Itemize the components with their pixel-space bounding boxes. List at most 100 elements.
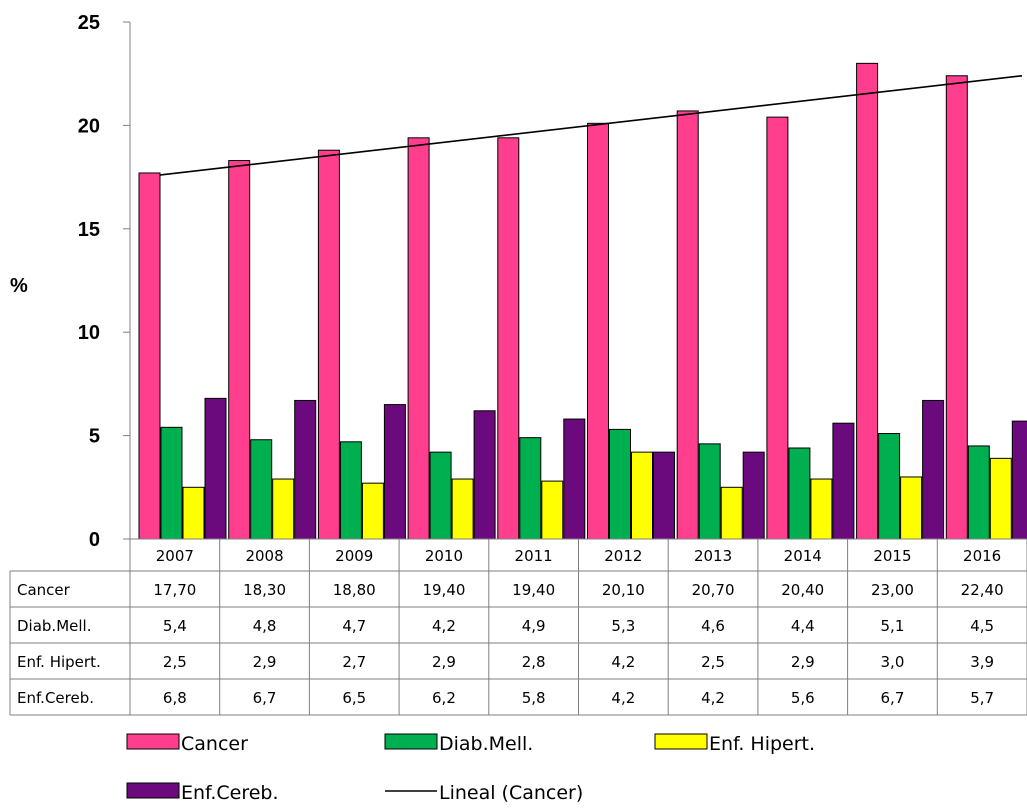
bar-diab-mell-2012 <box>609 428 631 540</box>
legend-swatch <box>126 733 180 750</box>
bar-diab-mell-2011 <box>519 437 542 540</box>
bar-enf-hipert-2015 <box>900 476 923 540</box>
table-cell: 4,6 <box>701 617 725 635</box>
table-row-header: Enf. Hipert. <box>17 653 101 671</box>
table-row-header: Enf.Cereb. <box>17 689 94 707</box>
x-tick-label: 2013 <box>694 547 732 565</box>
bar-cancer-2008 <box>228 160 251 540</box>
bar-enf-cereb-2013 <box>742 451 765 540</box>
bar-cancer-2011 <box>497 137 520 540</box>
bar-cancer-2016 <box>945 75 968 540</box>
bar-enf-cereb-2012 <box>653 451 675 540</box>
data-table: 2007 2008 2009 2010 2011 2012 2013 2014 2015 2016… <box>9 538 1027 716</box>
bar-diab-mell-2010 <box>429 451 452 540</box>
bar-enf-hipert-2016 <box>989 457 1012 540</box>
bar-enf-cereb-2011 <box>563 418 586 540</box>
bar-cancer-2009 <box>317 149 340 540</box>
bar-enf-cereb-2016 <box>1011 420 1027 540</box>
legend-swatch <box>654 733 708 750</box>
table-cell: 2,7 <box>342 653 366 671</box>
table-cell: 5,1 <box>881 617 905 635</box>
x-tick-label: 2015 <box>873 547 911 565</box>
bar-enf-hipert-2010 <box>451 478 474 540</box>
table-cell: 5,3 <box>611 617 635 635</box>
legend-label: Cancer <box>181 733 248 755</box>
x-tick-label: 2014 <box>784 547 822 565</box>
table-cell: 20,10 <box>602 581 645 599</box>
legend: Cancer Diab.Mell. Enf. Hipert. Enf.Cereb. Li… <box>126 733 815 804</box>
table-cell: 6,8 <box>163 689 187 707</box>
table-cell: 20,40 <box>781 581 824 599</box>
table-cell: 5,8 <box>522 689 546 707</box>
table-cell: 4,7 <box>342 617 366 635</box>
table-cell: 2,5 <box>701 653 725 671</box>
trendline-cancer <box>159 74 1023 176</box>
table-cell: 4,4 <box>791 617 815 635</box>
table-cell: 20,70 <box>692 581 735 599</box>
y-tick-label: 20 <box>78 115 100 137</box>
bars <box>138 62 1027 540</box>
legend-swatch <box>384 733 438 750</box>
x-tick-label: 2009 <box>335 547 373 565</box>
y-tick-label: 25 <box>78 12 100 34</box>
table-cell: 4,2 <box>611 689 635 707</box>
legend-swatch <box>126 782 180 799</box>
bar-enf-cereb-2009 <box>383 404 406 540</box>
bar-enf-hipert-2007 <box>182 486 205 540</box>
y-tick-label: 0 <box>89 529 100 551</box>
table-cell: 2,8 <box>522 653 546 671</box>
bar-cancer-2007 <box>138 172 161 540</box>
legend-label: Enf. Hipert. <box>709 733 815 755</box>
bar-diab-mell-2015 <box>878 433 901 540</box>
bar-diab-mell-2007 <box>160 426 183 540</box>
table-cell: 17,70 <box>153 581 196 599</box>
table-cell: 23,00 <box>871 581 914 599</box>
table-cell: 18,30 <box>243 581 286 599</box>
bar-diab-mell-2016 <box>967 445 990 540</box>
table-cell: 2,9 <box>791 653 815 671</box>
table-cell: 3,9 <box>970 653 994 671</box>
table-cell: 5,4 <box>163 617 187 635</box>
bar-cancer-2013 <box>676 110 699 540</box>
x-tick-label: 2010 <box>425 547 463 565</box>
table-cell: 2,9 <box>432 653 456 671</box>
x-tick-label: 2016 <box>963 547 1001 565</box>
bar-enf-cereb-2008 <box>294 399 317 540</box>
bar-diab-mell-2014 <box>788 447 811 540</box>
bar-enf-hipert-2014 <box>810 478 833 540</box>
x-tick-label: 2012 <box>604 547 642 565</box>
bar-enf-hipert-2011 <box>541 480 564 540</box>
table-cell: 19,40 <box>422 581 465 599</box>
bar-enf-hipert-2008 <box>272 478 295 540</box>
y-axis-label: % <box>10 275 28 297</box>
table-cell: 4,2 <box>432 617 456 635</box>
table-cell: 4,2 <box>701 689 725 707</box>
table-cell: 5,6 <box>791 689 815 707</box>
table-row-header: Cancer <box>17 581 71 599</box>
bar-cancer-2015 <box>856 62 879 540</box>
bar-enf-hipert-2013 <box>720 486 743 540</box>
bar-enf-cereb-2010 <box>473 410 496 540</box>
bar-enf-hipert-2009 <box>361 482 384 540</box>
table-cell: 6,7 <box>253 689 277 707</box>
table-cell: 4,2 <box>611 653 635 671</box>
legend-label: Diab.Mell. <box>439 733 533 755</box>
bar-cancer-2014 <box>766 116 789 540</box>
table-cell: 2,9 <box>253 653 277 671</box>
bar-cancer-2010 <box>407 137 430 540</box>
x-tick-label: 2008 <box>245 547 283 565</box>
bar-diab-mell-2008 <box>250 439 273 540</box>
trendline <box>159 74 1023 176</box>
table-cell: 3,0 <box>881 653 905 671</box>
legend-label: Enf.Cereb. <box>181 782 279 804</box>
table-cell: 19,40 <box>512 581 555 599</box>
y-tick-label: 15 <box>78 219 100 241</box>
table-cell: 4,5 <box>970 617 994 635</box>
bar-diab-mell-2009 <box>339 441 362 540</box>
table-cell: 18,80 <box>333 581 376 599</box>
table-cell: 6,7 <box>881 689 905 707</box>
table-row-header: Diab.Mell. <box>17 617 91 635</box>
table-cell: 22,40 <box>961 581 1004 599</box>
bar-diab-mell-2013 <box>698 443 721 540</box>
